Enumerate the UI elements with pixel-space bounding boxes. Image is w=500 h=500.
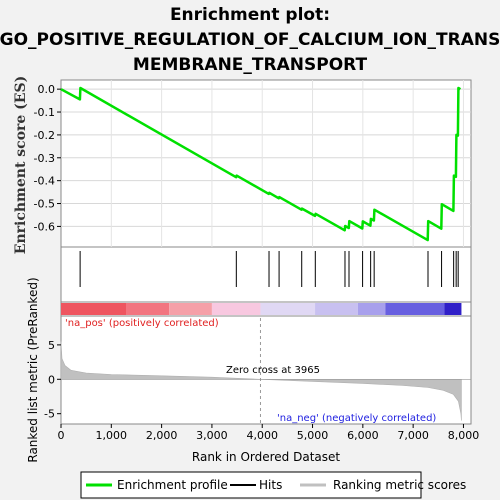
x-axis-label: Rank in Ordered Dataset bbox=[192, 450, 340, 464]
x-tick-label: 0 bbox=[58, 429, 65, 442]
x-tick-label: 7,000 bbox=[397, 429, 429, 442]
metric-group bbox=[60, 318, 471, 424]
x-tick-label: 8,000 bbox=[448, 429, 480, 442]
es-panel bbox=[60, 79, 472, 248]
x-tick-label: 6,000 bbox=[347, 429, 379, 442]
metric-y-axis-label: Ranked list metric (PreRanked) bbox=[26, 277, 40, 462]
title-line-2: GO_POSITIVE_REGULATION_OF_CALCIUM_ION_TR… bbox=[0, 30, 500, 50]
es-y-tick-label: -0.1 bbox=[34, 106, 55, 119]
hits-panel bbox=[60, 246, 472, 303]
x-tick-label: 1,000 bbox=[96, 429, 128, 442]
legend-label-profile: Enrichment profile bbox=[117, 478, 228, 492]
es-y-tick-label: -0.6 bbox=[34, 220, 55, 233]
color-bar-segment bbox=[357, 303, 386, 315]
color-bar-segment bbox=[61, 303, 127, 315]
color-bar-segment bbox=[169, 303, 212, 315]
color-bar-segment bbox=[126, 303, 170, 315]
x-tick-label: 5,000 bbox=[297, 429, 329, 442]
es-gridlines bbox=[61, 80, 471, 247]
es-y-axis-label: Enrichment score (ES) bbox=[13, 76, 29, 254]
pos-correlation-label: 'na_pos' (positively correlated) bbox=[65, 318, 219, 329]
legend-label-hits: Hits bbox=[259, 478, 282, 492]
x-tick-label: 3,000 bbox=[196, 429, 228, 442]
enrichment-profile-group bbox=[60, 86, 462, 242]
ranking-metric-area bbox=[60, 341, 462, 421]
legend-box bbox=[80, 471, 422, 499]
hits-group bbox=[79, 251, 459, 287]
es-y-tick-label: -0.3 bbox=[34, 152, 55, 165]
color-bar-segment bbox=[260, 303, 316, 315]
metric-y-tick-label: 5 bbox=[48, 339, 55, 352]
metric-y-tick-label: -5 bbox=[44, 408, 55, 421]
color-bar-segment bbox=[444, 303, 462, 315]
color-bar-segment bbox=[385, 303, 445, 315]
legend-label-metric: Ranking metric scores bbox=[333, 478, 466, 492]
chart-title: Enrichment plot: GO_POSITIVE_REGULATION_… bbox=[0, 5, 500, 75]
color-bar-segment bbox=[211, 303, 261, 315]
x-tick-label: 4,000 bbox=[246, 429, 278, 442]
title-line-1: Enrichment plot: bbox=[170, 5, 330, 25]
enrichment-profile-line bbox=[60, 86, 462, 242]
color-bar bbox=[61, 303, 462, 315]
es-y-tick-label: -0.4 bbox=[34, 175, 55, 188]
title-line-3: MEMBRANE_TRANSPORT bbox=[133, 55, 368, 75]
metric-y-tick-label: 0 bbox=[48, 373, 55, 386]
es-y-tick-label: -0.2 bbox=[34, 129, 55, 142]
es-y-tick-label: -0.5 bbox=[34, 198, 55, 211]
x-axis: 0 1,000 2,000 3,000 4,000 5,000 6,000 7,000 8,00… bbox=[58, 424, 480, 442]
neg-correlation-label: 'na_neg' (negatively correlated) bbox=[277, 413, 436, 424]
zero-cross-label: Zero cross at 3965 bbox=[226, 365, 320, 376]
x-tick-label: 2,000 bbox=[146, 429, 178, 442]
color-bar-segment bbox=[315, 303, 358, 315]
metric-y-axis: 5 0 -5 bbox=[44, 339, 61, 421]
metric-panel bbox=[60, 315, 472, 425]
es-y-axis: 0.0 -0.1 -0.2 -0.3 -0.4 -0.5 -0.6 bbox=[34, 83, 61, 233]
es-y-tick-label: 0.0 bbox=[38, 83, 56, 96]
legend: Enrichment profile Hits Ranking metric s… bbox=[80, 471, 466, 499]
